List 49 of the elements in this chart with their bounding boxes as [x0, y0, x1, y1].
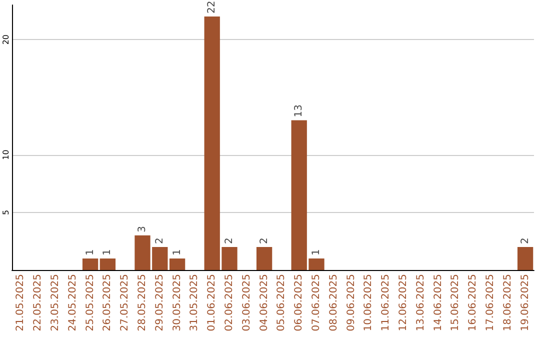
x-tick-label: 06.06.2025	[294, 274, 305, 332]
x-tick-label: 16.06.2025	[468, 274, 479, 332]
bar	[169, 258, 186, 270]
x-tick-label: 04.06.2025	[258, 274, 270, 332]
x-tick-label: 01.06.2025	[206, 274, 218, 332]
x-tick-label: 15.06.2025	[450, 274, 462, 332]
x-tick-label: 28.05.2025	[137, 274, 148, 332]
x-tick-label: 14.06.2025	[432, 274, 444, 332]
data-label: 1	[84, 249, 96, 256]
x-tick-label: 13.06.2025	[415, 274, 426, 332]
bar	[82, 258, 98, 270]
bar	[100, 258, 116, 270]
x-tick-label: 07.06.2025	[311, 274, 322, 332]
y-tick-label: 10	[2, 150, 10, 160]
x-tick-label: 27.05.2025	[120, 274, 131, 332]
x-tick-label: 08.06.2025	[328, 274, 340, 332]
x-tick-label: 22.05.2025	[32, 274, 44, 332]
data-label: 2	[520, 238, 531, 244]
x-tick-label: 30.05.2025	[172, 274, 183, 332]
data-label: 2	[154, 238, 166, 244]
y-tick-label: 5	[2, 210, 10, 215]
x-tick-label: 12.06.2025	[398, 274, 409, 332]
x-tick-label: 23.05.2025	[50, 274, 61, 332]
x-tick-label: 17.06.2025	[485, 274, 496, 332]
x-tick-label: 10.06.2025	[363, 274, 374, 332]
x-tick-label: 11.06.2025	[380, 274, 392, 332]
x-tick-label: 21.05.2025	[15, 274, 26, 332]
data-label: 22	[206, 0, 218, 14]
x-tick-label: 03.06.2025	[241, 274, 252, 332]
y-tick-label: 20	[2, 34, 10, 45]
bar	[517, 246, 534, 270]
data-label: 1	[172, 249, 183, 256]
data-label: 2	[224, 238, 235, 244]
x-tick-label: 29.05.2025	[154, 274, 166, 332]
data-label: 2	[258, 238, 270, 244]
data-label: 3	[137, 226, 148, 232]
x-tick-label: 18.06.2025	[502, 274, 514, 332]
x-tick-label: 19.06.2025	[520, 274, 531, 332]
data-label: 1	[311, 249, 322, 256]
x-tick-label: 26.05.2025	[102, 274, 114, 332]
x-tick-label: 05.06.2025	[276, 274, 288, 332]
x-tick-label: 24.05.2025	[67, 274, 78, 332]
data-label: 13	[294, 104, 305, 118]
data-label: 1	[102, 249, 114, 256]
x-tick-label: 09.06.2025	[346, 274, 357, 332]
x-tick-label: 31.05.2025	[189, 274, 200, 332]
x-tick-label: 25.05.2025	[84, 274, 96, 332]
bar	[256, 246, 272, 270]
x-tick-label: 02.06.2025	[224, 274, 235, 332]
